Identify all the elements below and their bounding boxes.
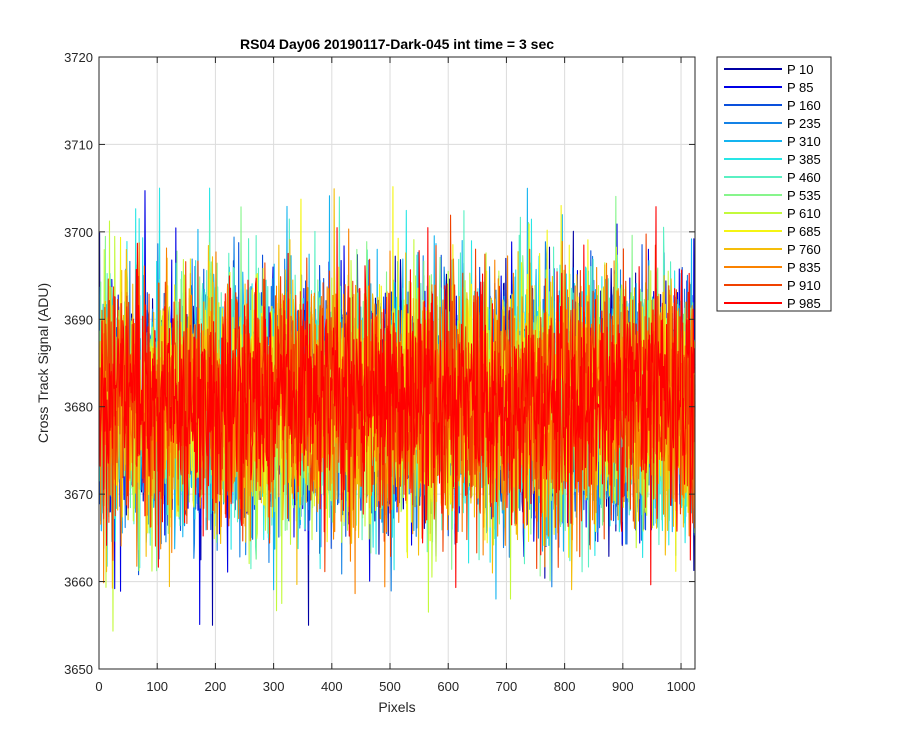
y-tick-label: 3710	[64, 137, 93, 152]
legend-label: P 385	[787, 152, 821, 167]
x-tick-label: 1000	[667, 679, 696, 694]
x-tick-label: 200	[205, 679, 227, 694]
x-tick-label: 700	[496, 679, 518, 694]
x-tick-labels: 0 100 200 300 400 500 600 700 800 900 1000	[95, 679, 695, 694]
x-tick-label: 400	[321, 679, 343, 694]
x-tick-label: 500	[379, 679, 401, 694]
y-tick-label: 3690	[64, 312, 93, 327]
y-tick-label: 3650	[64, 662, 93, 677]
legend-label: P 535	[787, 188, 821, 203]
chart-title: RS04 Day06 20190117-Dark-045 int time = …	[240, 36, 554, 52]
x-axis-label: Pixels	[378, 699, 415, 715]
x-tick-label: 0	[95, 679, 102, 694]
legend-label: P 835	[787, 260, 821, 275]
x-tick-label: 800	[554, 679, 576, 694]
y-tick-label: 3680	[64, 400, 93, 415]
x-tick-label: 300	[263, 679, 285, 694]
legend-label: P 610	[787, 206, 821, 221]
legend-label: P 685	[787, 224, 821, 239]
legend: P 10 P 85 P 160 P 235 P 310 P 385 P 460 P 535 P …	[716, 56, 832, 312]
x-tick-label: 900	[612, 679, 634, 694]
legend-label: P 310	[787, 134, 821, 149]
y-tick-label: 3700	[64, 225, 93, 240]
axis-ticks	[98, 56, 695, 670]
y-tick-label: 3720	[64, 50, 93, 65]
legend-label: P 460	[787, 170, 821, 185]
y-tick-label: 3660	[64, 575, 93, 590]
series-line-p-985	[99, 206, 696, 589]
legend-label: P 910	[787, 278, 821, 293]
legend-label: P 85	[787, 80, 814, 95]
legend-label: P 235	[787, 116, 821, 131]
legend-label: P 10	[787, 62, 814, 77]
legend-label: P 985	[787, 296, 821, 311]
y-tick-labels: 3650 3660 3670 3680 3690 3700 3710 3720	[64, 50, 93, 677]
y-tick-label: 3670	[64, 487, 93, 502]
plot-series	[99, 186, 696, 632]
legend-box	[716, 56, 832, 312]
x-tick-label: 100	[146, 679, 168, 694]
legend-label: P 160	[787, 98, 821, 113]
axes-box	[98, 56, 696, 670]
legend-label: P 760	[787, 242, 821, 257]
x-tick-label: 600	[437, 679, 459, 694]
y-axis-label: Cross Track Signal (ADU)	[35, 283, 51, 443]
